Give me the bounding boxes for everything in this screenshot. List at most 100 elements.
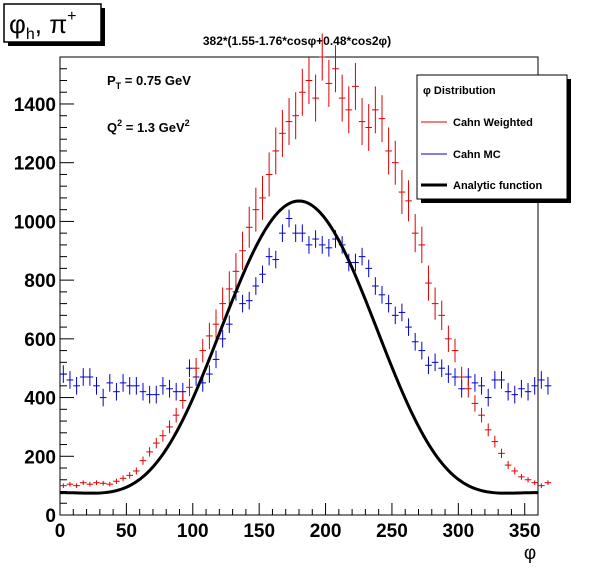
weighted-point	[285, 98, 293, 146]
weighted-point	[146, 447, 153, 457]
mc-point	[538, 371, 545, 389]
weighted-point	[332, 45, 339, 93]
mc-point	[325, 239, 333, 257]
weighted-point	[378, 95, 386, 143]
weighted-point	[418, 226, 426, 264]
weighted-point	[166, 420, 173, 434]
weighted-point	[411, 214, 419, 253]
weighted-point	[385, 127, 392, 175]
mc-point	[411, 332, 419, 351]
y-tick-label: 600	[24, 330, 56, 351]
y-tick-label: 0	[45, 506, 56, 527]
mc-point	[113, 382, 120, 401]
mc-point	[418, 341, 426, 360]
legend-label-analytic: Analytic function	[453, 180, 543, 192]
axis-ticks	[59, 68, 526, 516]
mc-point	[285, 209, 293, 228]
weighted-point	[79, 480, 87, 486]
weighted-point	[252, 187, 260, 232]
weighted-point	[133, 467, 140, 475]
mc-point	[358, 247, 366, 266]
weighted-point	[73, 483, 80, 488]
weighted-point	[464, 379, 472, 398]
weighted-point	[491, 435, 499, 448]
y-tick-label: 1200	[14, 154, 56, 175]
mc-point	[378, 286, 386, 304]
weighted-point	[471, 395, 479, 412]
weighted-point	[458, 366, 465, 388]
mc-point	[431, 353, 439, 372]
mc-point	[391, 306, 399, 325]
weighted-point	[478, 407, 485, 423]
mc-point	[172, 382, 180, 401]
x-tick-label: 300	[442, 521, 474, 542]
weighted-point	[66, 481, 74, 487]
weighted-point	[199, 338, 207, 363]
mc-point	[252, 277, 260, 295]
weighted-point	[239, 231, 246, 270]
mc-point	[219, 330, 226, 348]
weighted-point	[126, 472, 134, 479]
legend-box	[416, 74, 568, 200]
legend-entry-weighted: Cahn Weighted	[421, 117, 533, 129]
x-tick-label: 200	[310, 521, 342, 542]
mc-point	[66, 371, 74, 389]
weighted-point	[352, 62, 359, 110]
weighted-point	[504, 460, 512, 470]
mc-point	[86, 368, 94, 386]
weighted-point	[498, 448, 505, 459]
x-tick-label: 350	[509, 521, 541, 542]
mc-point	[504, 382, 512, 401]
weighted-point	[292, 92, 299, 140]
x-tick-label: 0	[55, 521, 66, 542]
mc-point	[484, 388, 492, 407]
weighted-point	[365, 103, 373, 151]
weighted-point	[119, 475, 127, 482]
mc-point	[305, 236, 313, 254]
mc-point	[518, 379, 525, 398]
mc-point	[146, 385, 153, 404]
weighted-point	[113, 478, 120, 484]
weighted-point	[232, 253, 240, 290]
weighted-point	[372, 86, 379, 134]
mc-point	[126, 377, 134, 395]
weighted-point	[511, 467, 519, 475]
mc-point	[272, 250, 280, 269]
mc-point	[438, 359, 446, 378]
mc-point	[239, 294, 246, 313]
legend-header: φ Distribution	[423, 85, 496, 97]
mc-point	[524, 382, 532, 401]
weighted-point	[93, 480, 100, 486]
legend-label-mc: Cahn MC	[453, 149, 501, 161]
corner-label-shadow-right	[101, 8, 105, 46]
mc-point	[133, 377, 140, 395]
mc-point	[544, 377, 552, 395]
weighted-point	[212, 309, 220, 339]
corner-label-shadow-bottom	[8, 42, 105, 46]
y-tick-labels: 0 200 400 600 800 1000 1200 1400	[14, 95, 56, 527]
x-tick-label: 100	[177, 521, 209, 542]
series-analytic-function	[59, 199, 539, 495]
legend-entry-mc: Cahn MC	[421, 149, 501, 161]
weighted-point	[206, 322, 213, 350]
mc-point	[491, 371, 499, 389]
weighted-point	[438, 300, 446, 331]
weighted-point	[172, 407, 180, 423]
mc-point	[405, 318, 412, 336]
mc-point	[245, 291, 253, 310]
mc-point	[318, 236, 326, 254]
mc-point	[259, 265, 266, 284]
mc-point	[292, 224, 299, 242]
weighted-point	[179, 392, 187, 409]
mc-point	[531, 377, 538, 395]
mc-point	[159, 377, 167, 395]
mc-point	[139, 382, 147, 401]
weighted-point	[305, 57, 313, 104]
weighted-point	[431, 287, 439, 320]
x-tick-label: 150	[243, 521, 275, 542]
annotation-pt: PT = 0.75 GeV	[107, 73, 191, 91]
mc-point	[212, 350, 220, 369]
mc-point	[206, 365, 213, 383]
mc-point	[352, 253, 359, 272]
weighted-point	[60, 483, 67, 488]
